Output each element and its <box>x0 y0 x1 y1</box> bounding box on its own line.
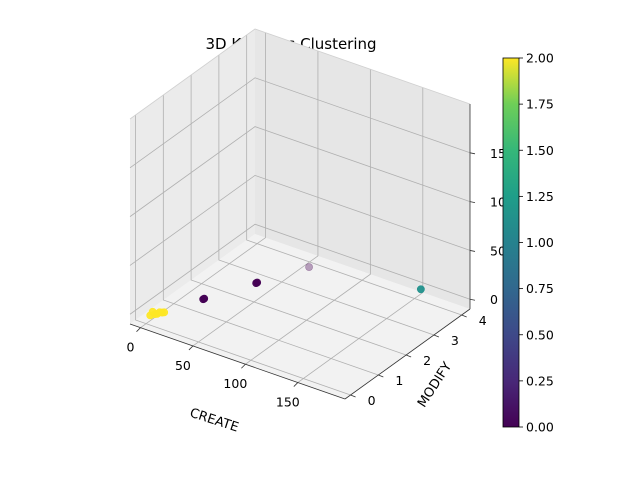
y-axis-label: MODIFY <box>415 360 455 411</box>
grid-lines <box>129 32 471 396</box>
x-tick-label: 50 <box>175 358 191 373</box>
data-points <box>146 263 425 320</box>
axis-lines <box>129 28 471 400</box>
x-gridline <box>192 50 319 347</box>
data-point <box>253 278 262 287</box>
left-wall-pane <box>130 29 255 324</box>
y-tick-mark <box>405 354 412 358</box>
colorbar-gradient <box>502 57 520 428</box>
z-gridline <box>129 174 471 266</box>
colorbar-tick-label: 0.75 <box>526 281 554 296</box>
x-tick-mark <box>241 363 246 369</box>
z-tick-mark <box>469 250 476 252</box>
y-tick-label: 1 <box>395 373 403 388</box>
z-tick-mark <box>469 201 476 204</box>
data-point <box>148 307 157 316</box>
colorbar-tick-label: 0.50 <box>526 327 554 342</box>
colorbar-tick-labels: 0.00 0.25 0.50 0.75 1.00 1.25 1.50 1.75 2.00 <box>519 51 554 435</box>
z-tick-mark <box>469 152 476 155</box>
pane-top-edge <box>129 28 471 120</box>
z-tick-mark <box>469 298 476 301</box>
z-gridline <box>129 77 471 169</box>
data-point <box>305 263 313 271</box>
z-gridline <box>129 223 471 315</box>
x-tick-label: 150 <box>276 395 300 410</box>
colorbar-tick-label: 0.25 <box>526 373 554 388</box>
data-point <box>155 308 164 317</box>
x-gridline <box>245 69 371 365</box>
y-gridline <box>135 115 351 396</box>
x-tick-mark <box>293 382 299 387</box>
z-tick-label: 50 <box>490 243 506 258</box>
colorbar-tick-label: 1.25 <box>526 189 554 204</box>
x-tick-mark <box>136 327 141 332</box>
y-tick-mark <box>461 314 467 318</box>
data-point <box>200 294 209 303</box>
y-gridline <box>162 95 379 376</box>
floor-pane <box>130 234 470 399</box>
colorbar-tick-label: 1.75 <box>526 97 554 112</box>
colorbar-tick-label: 1.50 <box>526 143 554 158</box>
x-tick-label: 0 <box>127 340 135 355</box>
y-tick-mark <box>378 374 384 378</box>
y-tick-label: 4 <box>479 313 487 328</box>
x-tick-mark <box>188 345 194 351</box>
y-tick-label: 0 <box>368 393 376 408</box>
y-tick-mark <box>433 334 440 338</box>
colorbar-tick-label: 1.00 <box>526 235 554 250</box>
z-tick-label: 0 <box>490 292 498 307</box>
axes-panes <box>130 29 470 399</box>
x-axis-line <box>129 323 346 400</box>
x-axis-label: CREATE <box>188 406 241 436</box>
y-gridline <box>246 35 462 316</box>
colorbar-tick-label: 0.00 <box>526 420 554 435</box>
x-tick-label: 100 <box>223 376 247 391</box>
colorbar-tick-label: 2.00 <box>526 51 554 66</box>
z-gridline <box>129 126 471 217</box>
y-gridline <box>190 75 407 356</box>
colorbar <box>502 57 520 428</box>
back-wall-pane <box>255 29 470 309</box>
y-tick-mark <box>350 394 356 398</box>
y-tick-label: 2 <box>423 353 431 368</box>
data-point <box>416 285 425 294</box>
x-gridline <box>140 32 266 328</box>
y-tick-label: 3 <box>451 333 459 348</box>
y-gridline <box>218 55 435 336</box>
y-axis-line <box>344 308 471 400</box>
